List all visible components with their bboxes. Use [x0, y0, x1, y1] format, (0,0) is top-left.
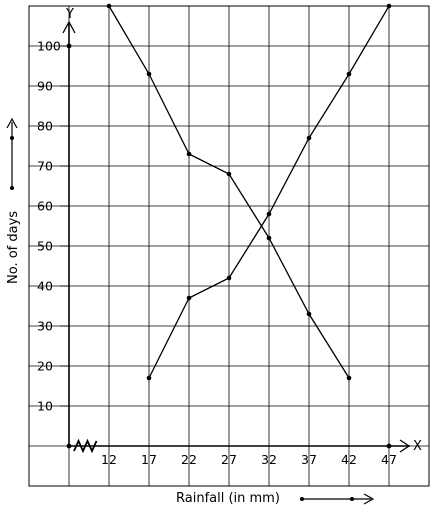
x-axis-letter: X: [413, 439, 422, 454]
y-direction-dot: [10, 186, 14, 190]
x-axis-end-point: [386, 443, 392, 449]
y-tick-label: 90: [37, 79, 53, 94]
y-tick-label: 40: [37, 279, 53, 294]
y-tick-label: 30: [37, 319, 53, 334]
series-2-point: [146, 375, 152, 381]
x-direction-arrowhead: [363, 493, 375, 505]
x-tick-labels: 12 17 22 27 32 37 42 47: [101, 452, 397, 467]
y-tick-label: 60: [37, 199, 53, 214]
series-2-point: [306, 135, 312, 141]
series-1-point: [186, 151, 192, 157]
x-tick-label: 42: [341, 452, 357, 467]
series-2-point: [266, 211, 272, 217]
x-tick-label: 12: [101, 452, 117, 467]
x-direction-dot: [350, 497, 354, 501]
x-axis-label: Rainfall (in mm): [176, 491, 280, 506]
grid: [28, 5, 430, 487]
y-tick-label: 10: [37, 399, 53, 414]
y-axis-label: No. of days: [6, 211, 21, 284]
y-tick-labels: 10 20 30 40 50 60 70 80 90 100: [37, 39, 69, 414]
x-tick-label: 37: [301, 452, 317, 467]
axes: [62, 20, 411, 454]
series-2-point: [186, 295, 192, 301]
series-1-point: [106, 3, 112, 9]
direction-arrows: [6, 117, 375, 505]
y-tick-label: 50: [37, 239, 53, 254]
axis-break-zigzag: [73, 438, 98, 454]
x-tick-label: 47: [381, 452, 397, 467]
y-tick-label: 80: [37, 119, 53, 134]
y-axis-arrowhead: [62, 20, 76, 34]
series-points: [106, 3, 392, 381]
x-axis-arrowhead: [399, 439, 411, 453]
origin-point: [66, 443, 72, 449]
series-2-point: [226, 275, 232, 281]
series-1-point: [346, 375, 352, 381]
y-tick-label: 100: [37, 39, 61, 54]
series-1-point: [146, 71, 152, 77]
y-tick-label: 70: [37, 159, 53, 174]
x-tick-label: 22: [181, 452, 197, 467]
series-1-point: [226, 171, 232, 177]
x-direction-dot: [300, 497, 304, 501]
series-2-point: [346, 71, 352, 77]
series-2-point: [386, 3, 392, 9]
y-direction-arrowhead: [6, 117, 18, 129]
x-tick-label: 27: [221, 452, 237, 467]
y-tick-label: 20: [37, 359, 53, 374]
series-1-point: [266, 235, 272, 241]
y-direction-dot: [10, 136, 14, 140]
x-tick-label: 17: [141, 452, 157, 467]
x-tick-label: 32: [261, 452, 277, 467]
series-1-point: [306, 311, 312, 317]
y-axis-letter: Y: [65, 7, 74, 22]
series-lines: [108, 5, 390, 379]
